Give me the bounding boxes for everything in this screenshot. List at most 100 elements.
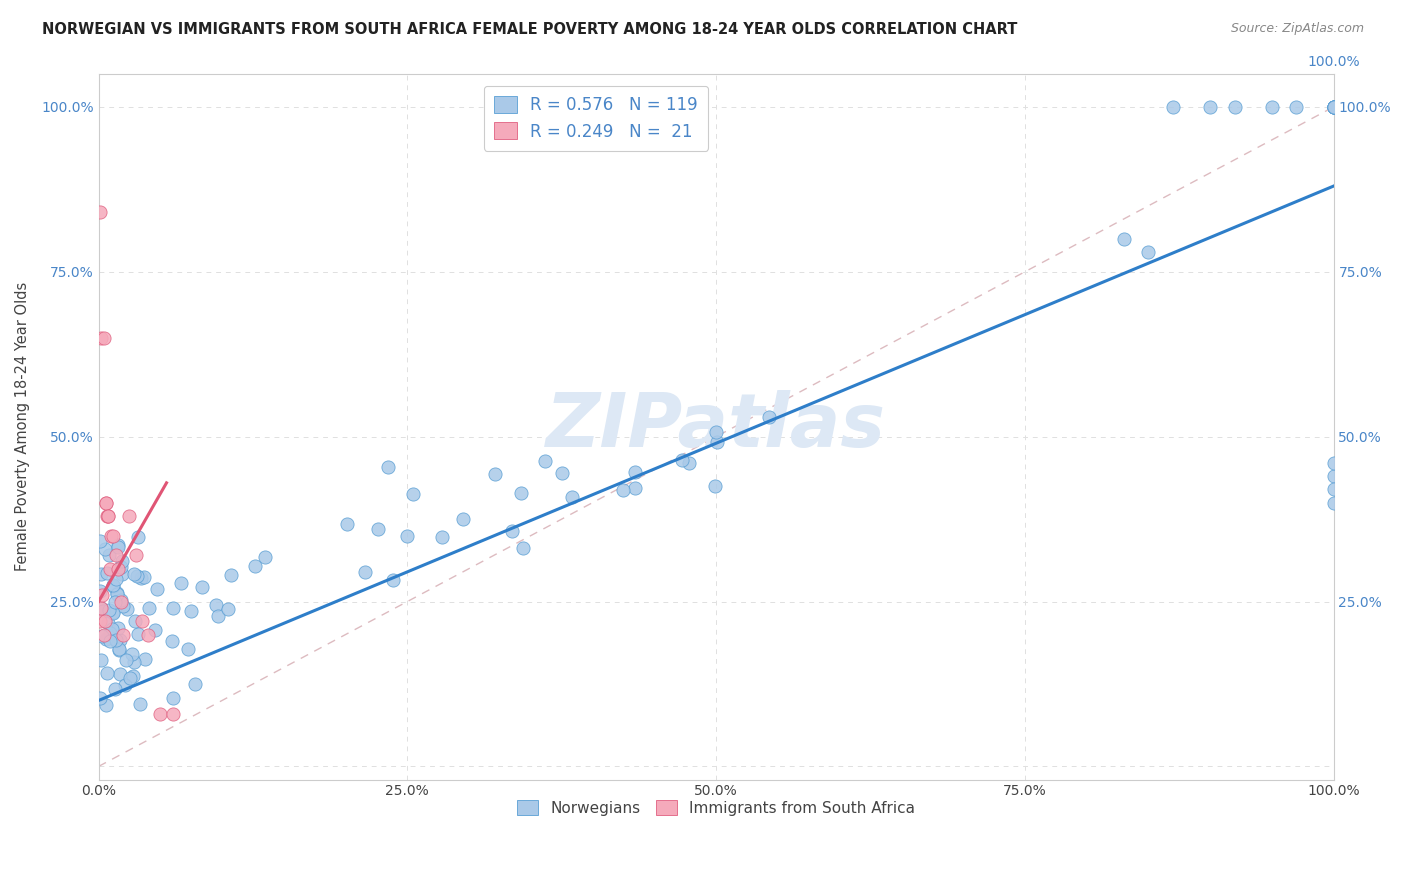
Point — [706, 425, 728, 440]
Point — [1322, 100, 1344, 114]
Point — [1322, 100, 1344, 114]
Point — [134, 652, 156, 666]
Point — [93, 542, 115, 557]
Point — [758, 410, 780, 425]
Point — [132, 570, 155, 584]
Point — [551, 466, 574, 480]
Point — [107, 538, 129, 552]
Point — [90, 331, 112, 345]
Text: Source: ZipAtlas.com: Source: ZipAtlas.com — [1230, 22, 1364, 36]
Point — [112, 627, 135, 641]
Point — [1322, 483, 1344, 497]
Point — [336, 516, 359, 531]
Point — [98, 549, 121, 563]
Point — [401, 487, 423, 501]
Point — [1137, 245, 1160, 260]
Point — [118, 671, 141, 685]
Point — [253, 549, 276, 564]
Point — [103, 605, 125, 619]
Point — [101, 606, 124, 620]
Point — [98, 625, 121, 640]
Point — [100, 528, 122, 542]
Point — [110, 560, 132, 574]
Point — [115, 602, 138, 616]
Text: ZIPatlas: ZIPatlas — [546, 391, 886, 463]
Point — [129, 697, 152, 711]
Point — [1285, 100, 1308, 114]
Text: NORWEGIAN VS IMMIGRANTS FROM SOUTH AFRICA FEMALE POVERTY AMONG 18-24 YEAR OLDS C: NORWEGIAN VS IMMIGRANTS FROM SOUTH AFRIC… — [42, 22, 1018, 37]
Point — [624, 481, 647, 495]
Point — [107, 621, 129, 635]
Point — [1322, 456, 1344, 470]
Point — [377, 460, 399, 475]
Point — [1261, 100, 1284, 114]
Point — [98, 634, 121, 648]
Point — [89, 534, 111, 549]
Point — [97, 616, 120, 631]
Legend: Norwegians, Immigrants from South Africa: Norwegians, Immigrants from South Africa — [508, 790, 925, 825]
Point — [97, 508, 120, 523]
Point — [121, 647, 143, 661]
Point — [501, 524, 523, 539]
Point — [382, 573, 405, 587]
Point — [122, 655, 145, 669]
Point — [170, 576, 193, 591]
Point — [91, 588, 114, 602]
Point — [1322, 495, 1344, 509]
Point — [94, 615, 117, 629]
Point — [367, 522, 389, 536]
Point — [1322, 100, 1344, 114]
Point — [509, 486, 531, 500]
Point — [103, 528, 125, 542]
Point — [96, 508, 118, 523]
Point — [1223, 100, 1246, 114]
Point — [1161, 100, 1184, 114]
Point — [1322, 100, 1344, 114]
Point — [706, 435, 728, 450]
Y-axis label: Female Poverty Among 18-24 Year Olds: Female Poverty Among 18-24 Year Olds — [15, 282, 30, 572]
Point — [131, 615, 153, 629]
Point — [107, 561, 129, 575]
Point — [104, 682, 127, 697]
Point — [94, 632, 117, 647]
Point — [512, 541, 534, 556]
Point — [162, 690, 184, 705]
Point — [612, 483, 634, 497]
Point — [104, 572, 127, 586]
Point — [678, 456, 700, 470]
Point — [114, 678, 136, 692]
Point — [112, 599, 135, 614]
Point — [1199, 100, 1222, 114]
Point — [105, 634, 128, 648]
Point — [143, 623, 166, 637]
Point — [105, 586, 128, 600]
Point — [96, 566, 118, 580]
Point — [177, 642, 200, 657]
Point — [124, 614, 146, 628]
Point — [94, 698, 117, 712]
Point — [127, 627, 149, 641]
Point — [94, 495, 117, 509]
Point — [89, 583, 111, 598]
Point — [90, 567, 112, 582]
Point — [101, 579, 124, 593]
Point — [219, 567, 242, 582]
Point — [104, 633, 127, 648]
Point — [484, 467, 506, 481]
Point — [125, 568, 148, 582]
Point — [136, 627, 159, 641]
Point — [108, 632, 131, 647]
Point — [451, 512, 474, 526]
Point — [97, 602, 120, 616]
Point — [162, 600, 184, 615]
Point — [89, 690, 111, 705]
Point — [160, 634, 183, 648]
Point — [89, 205, 111, 219]
Point — [243, 559, 266, 574]
Point — [108, 666, 131, 681]
Point — [101, 577, 124, 591]
Point — [104, 594, 127, 608]
Point — [108, 642, 131, 657]
Point — [1322, 469, 1344, 483]
Point — [533, 454, 555, 468]
